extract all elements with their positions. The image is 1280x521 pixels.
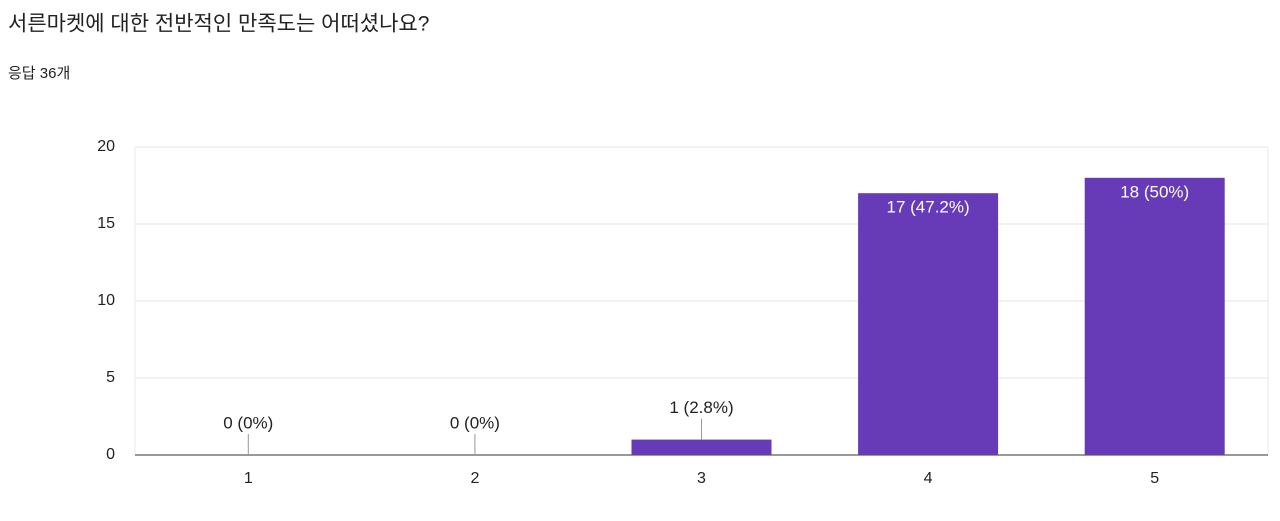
x-tick-label: 1 <box>244 470 253 487</box>
y-tick-label: 15 <box>97 215 115 232</box>
bar <box>1084 177 1225 456</box>
bar <box>631 439 772 455</box>
chart-title: 서른마켓에 대한 전반적인 만족도는 어떠셨나요? <box>8 13 429 36</box>
value-label: 1 (2.8%) <box>669 398 733 417</box>
y-tick-label: 20 <box>97 138 115 155</box>
value-label: 0 (0%) <box>450 413 500 432</box>
bar <box>858 193 999 455</box>
y-tick-label: 10 <box>97 292 115 309</box>
value-label: 17 (47.2%) <box>887 198 970 217</box>
y-tick-label: 5 <box>106 369 115 386</box>
x-tick-label: 3 <box>697 470 706 487</box>
chart-subtitle: 응답 36개 <box>8 65 70 82</box>
value-label: 18 (50%) <box>1120 182 1189 201</box>
x-tick-label: 2 <box>470 470 479 487</box>
value-label: 0 (0%) <box>223 413 273 432</box>
x-tick-label: 4 <box>924 470 933 487</box>
x-tick-label: 5 <box>1150 470 1159 487</box>
y-tick-label: 0 <box>106 446 115 463</box>
